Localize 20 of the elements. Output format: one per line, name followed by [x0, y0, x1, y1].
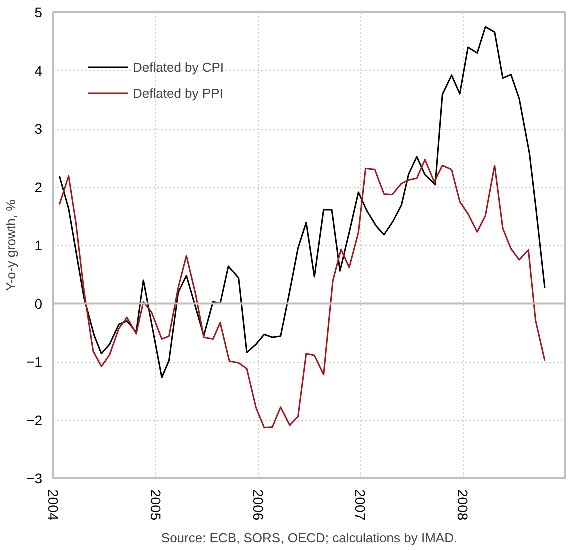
y-tick-label: −1 — [26, 354, 43, 370]
line-series — [58, 26, 546, 378]
x-tick-label: 2004 — [46, 490, 62, 521]
y-tick-label: −3 — [26, 470, 43, 486]
line-series — [58, 159, 546, 429]
y-tick-label: 4 — [34, 62, 43, 79]
legend-label: Deflated by CPI — [133, 60, 224, 74]
x-tick-label: 2005 — [148, 490, 164, 521]
y-tick-label: 1 — [34, 238, 43, 254]
x-tick-label: 2007 — [352, 490, 369, 521]
y-axis-title: Y-o-y growth, % — [4, 199, 19, 292]
x-tick-label: 2006 — [250, 490, 266, 521]
y-tick-label: 2 — [34, 179, 43, 196]
x-tick-label: 2008 — [455, 490, 472, 521]
y-tick-label: −2 — [26, 412, 43, 428]
y-tick-label: 0 — [34, 296, 43, 312]
y-tick-label: 5 — [34, 4, 43, 20]
legend-label: Deflated by PPI — [133, 86, 224, 100]
y-tick-label: 3 — [34, 121, 43, 137]
source-note: Source: ECB, SORS, OECD; calculations by IMAD. — [161, 530, 458, 546]
